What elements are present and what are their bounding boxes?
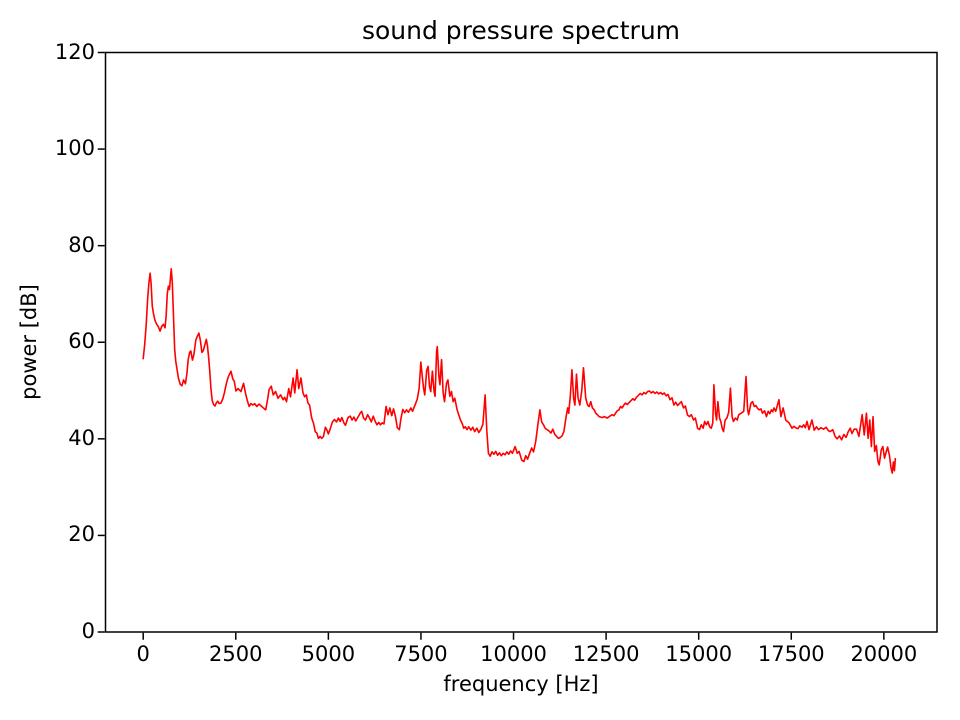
- x-tick-label: 15000: [665, 642, 733, 666]
- y-tick-label: 80: [68, 232, 95, 257]
- x-tick-label: 10000: [480, 642, 547, 666]
- y-tick-label: 120: [54, 39, 95, 64]
- y-tick-label: 40: [68, 425, 95, 450]
- axes-spines: [104, 51, 938, 633]
- x-tick-label: 5000: [301, 642, 356, 666]
- chart-title: sound pressure spectrum: [361, 16, 681, 45]
- x-tick-label: 12500: [572, 642, 640, 666]
- spectrum-line: [142, 268, 897, 474]
- y-tick-label: 0: [81, 619, 95, 643]
- x-tick-label: 0: [136, 642, 150, 666]
- y-tick-label: 20: [68, 522, 95, 547]
- y-tick-label: 60: [68, 329, 95, 354]
- x-tick-label: 7500: [394, 642, 448, 666]
- x-tick-label: 2500: [209, 642, 263, 666]
- x-tick-label: 20000: [850, 642, 918, 666]
- y-tick-label: 100: [54, 136, 95, 161]
- x-axis-label: frequency [Hz]: [443, 672, 599, 696]
- x-tick-label: 17500: [757, 642, 825, 666]
